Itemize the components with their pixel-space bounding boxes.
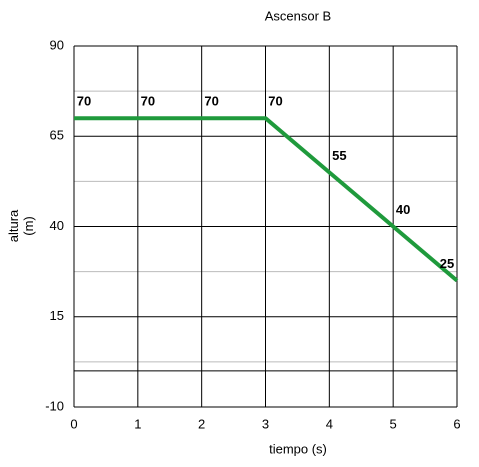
y-tick-label: 90: [50, 37, 64, 52]
y-axis-label-line: (m): [21, 216, 36, 236]
x-tick-label: 1: [134, 416, 141, 431]
data-label: 25: [440, 256, 454, 271]
y-axis-label-line: altura: [6, 209, 21, 242]
y-tick-label: 65: [50, 128, 64, 143]
x-axis-label: tiempo (s): [269, 441, 327, 456]
data-label: 70: [204, 94, 218, 109]
data-label: 70: [141, 94, 155, 109]
x-tick-label: 0: [70, 416, 77, 431]
data-label: 40: [396, 202, 410, 217]
data-label: 70: [77, 94, 91, 109]
y-tick-label: 40: [50, 218, 64, 233]
data-line: [74, 116, 459, 283]
y-tick-label: 15: [50, 308, 64, 323]
data-label: 55: [332, 148, 346, 163]
chart-title: Ascensor B: [265, 8, 331, 23]
x-tick-label: 2: [198, 416, 205, 431]
data-label: 70: [268, 94, 282, 109]
x-tick-label: 4: [326, 416, 333, 431]
x-tick-label: 3: [262, 416, 269, 431]
x-tick-label: 5: [390, 416, 397, 431]
y-axis-label: altura(m): [6, 209, 36, 242]
x-tick-label: 6: [453, 416, 460, 431]
y-tick-label: -10: [45, 398, 64, 413]
